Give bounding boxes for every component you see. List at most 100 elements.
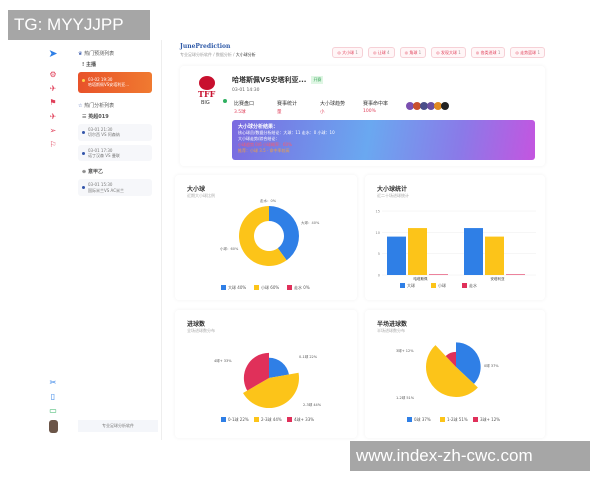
chart-title: 进球数 [187,321,206,328]
flag-icon[interactable]: ⚐ [49,140,57,149]
legend-label: 大球 40% [228,284,246,290]
match-title-row: 哈塔斯佩VS安塔利亚... 开赛 [232,75,324,85]
button-icon: ◎ [436,50,440,55]
soccer-icon[interactable]: ⚙ [49,70,57,79]
match-title: 哈塔斯佩VS安塔利亚... [232,76,307,84]
item-title: 国际米兰VS AC米兰 [88,187,125,193]
document-icon[interactable]: ▯ [50,392,56,401]
top-button-1[interactable]: ◎ 让球 4 [367,47,395,58]
legend-swatch [221,417,226,422]
legend-label: 小球 60% [261,284,279,290]
legend-label: 走水 [469,282,477,288]
analysis-line: 核心球员/数据分析结论：大球：11 走水：0 小球：10 [238,130,335,135]
send-icon[interactable]: ➢ [49,126,57,135]
paper-plane-logo-icon[interactable]: ➤ [48,47,58,60]
chart-title: 大小球统计 [377,186,408,193]
button-label: 角球 [409,50,418,55]
legend-label: 0-1球 22% [228,416,249,422]
legend-swatch [400,283,405,288]
button-count: 1 [497,50,501,55]
breadcrumb: 专业足球分析软件 / 数据分析 / 大小球分析 [180,52,256,57]
bar [464,228,483,275]
legend-swatch [254,417,259,422]
breadcrumb-item[interactable]: 专业足球分析软件 [180,52,212,57]
group-label: 英超019 [88,113,109,120]
bar [429,274,448,275]
pie-slice [425,345,478,398]
chart-subtitle: 全场进球数分布 [187,328,215,333]
legend-swatch [407,417,412,422]
button-label: 让球 [377,50,386,55]
legend-label: 3球+ 12% [480,416,500,422]
bar [408,228,427,275]
tools-icon[interactable]: ✂ [49,378,57,387]
pie-slice [243,352,269,391]
stat-hit-rate: 赛事命中率 100% [363,101,389,114]
stat-handicap: 比赛盘口 3.5球 [234,101,255,115]
avatar[interactable] [49,420,58,433]
button-label: 走势篮球 [520,50,537,55]
avatar [413,102,421,110]
watermark-bottom: www.index-zh-cwc.com [350,441,590,471]
item-time: 03-02 19:30 [88,77,113,82]
expert-avatars[interactable] [406,102,449,115]
pie-slice [445,351,456,367]
legend-swatch [254,285,259,290]
legend-swatch [462,283,467,288]
legend-label: 0球 37% [414,416,431,422]
button-label: 各类进球 [480,50,497,55]
hot-predictions-title: 热门预测列表 [84,51,115,57]
stat-events: 赛事统计量 [277,101,298,115]
chart-title: 半场进球数 [377,321,408,328]
button-count: 4 [387,50,390,55]
bar [506,274,525,275]
info-icon: ! [82,62,85,68]
slice-label: 大球：40% [301,220,320,225]
analysis-item[interactable]: 03-01 21:30 切尔西 VS 阿森纳 [78,123,152,141]
legend-swatch [431,283,436,288]
footer-button[interactable]: 专业足球分析软件 [78,420,158,432]
breadcrumb-item[interactable]: 数据分析 [215,52,232,57]
status-dot [223,99,227,103]
button-label: 大小球 [342,50,355,55]
star-icon: ☆ [78,102,83,109]
prediction-item-active[interactable]: 03-02 19:30 哈塔斯佩VS安塔利亚... [78,72,152,93]
top-button-4[interactable]: ◎ 各类进球 1 [470,47,506,58]
rocket-icon[interactable]: ✈ [49,84,57,93]
item-time: 03-01 15:30 [88,182,113,188]
slice-label: 1-2球 51% [396,395,415,400]
button-icon: ◎ [337,50,341,55]
team-logo-text: TFF [198,89,216,99]
avatar [427,102,435,110]
y-tick-label: 0 [378,274,380,278]
status-badge: 开赛 [311,76,324,84]
analysis-item[interactable]: 03-01 17:30 诺丁汉森 VS 曼联 [78,144,152,162]
group-label: 意甲乙 [87,169,103,176]
top-button-3[interactable]: ◎ 发现大球 1 [431,47,466,58]
match-stats: 比赛盘口 3.5球 赛事统计量 大小球趋势小 赛事命中率 100% [234,100,449,115]
legend-swatch [440,417,445,422]
legend-swatch [287,285,292,290]
panel-donut: 大小球 近期大小球比例 [175,175,357,300]
flag-icon[interactable]: ⚑ [49,98,57,107]
chart-subtitle: 近期大小球比例 [187,193,215,198]
slice-label: 2-3球 44% [303,402,322,407]
breadcrumb-current: 大小球分析 [235,52,256,57]
button-count: 1 [537,50,540,55]
donut-slice [269,206,299,261]
top-button-0[interactable]: ◎ 大小球 1 [332,47,363,58]
item-title: 诺丁汉森 VS 曼联 [88,152,120,158]
item-title: 切尔西 VS 阿森纳 [88,132,120,138]
monitor-icon[interactable]: ▭ [49,406,57,415]
top-button-5[interactable]: ◎ 走势篮球 1 [510,47,545,58]
footer-button-label: 专业足球分析软件 [102,423,134,428]
rocket-icon[interactable]: ✈ [49,112,57,121]
slice-label: 小球：60% [220,246,239,251]
chart-subtitle: 半场进球数分布 [377,328,405,333]
button-label: 发现大球 [440,50,457,55]
bar [387,236,406,275]
analysis-item[interactable]: 03-01 15:30 国际米兰VS AC米兰 [78,179,152,197]
legend-label: 大球 [407,282,415,288]
top-button-2[interactable]: ◎ 角球 1 [399,47,427,58]
analysis-box: 大小球分析结果： 核心球员/数据分析结论：大球：11 走水：0 小球：10 大小… [232,120,535,160]
